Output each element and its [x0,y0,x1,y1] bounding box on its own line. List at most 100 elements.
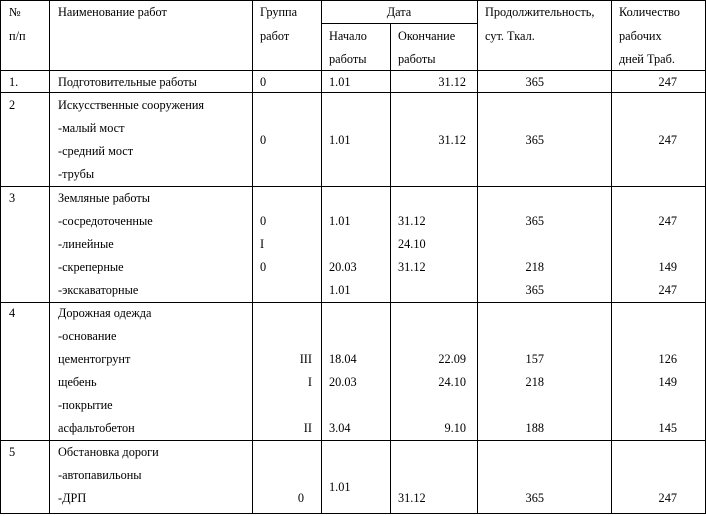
row-1-end: 31.12 [438,75,466,89]
row-divider [0,92,706,93]
row-divider [0,440,706,441]
header-start-line2: работы [329,52,367,66]
row-3-workdays: 247 [658,214,677,228]
row-4-workdays: 149 [658,375,677,389]
row-2-sub-item: -средний мост [58,144,134,158]
row-3-duration: 365 [525,283,544,297]
header-workdays-line3: дней Траб. [619,52,675,66]
row-4-num: 4 [9,306,16,320]
row-4-sub-item: асфальтобетон [58,421,135,435]
header-bottom-line [0,70,706,71]
row-5-name: Обстановка дороги [58,445,159,459]
row-2-start: 1.01 [329,133,351,147]
row-4-duration: 157 [525,352,544,366]
row-4-start: 18.04 [329,352,357,366]
row-3-sub-item: -скреперные [58,260,124,274]
row-3-duration: 365 [525,214,544,228]
row-5-end: 31.12 [398,491,426,505]
row-2-name: Искусственные сооружения [58,98,205,112]
row-1-duration: 365 [525,75,544,89]
header-workdays-line1: Количество [619,5,680,19]
row-3-start: 1.01 [329,283,351,297]
header-group-line1: Группа [260,5,298,19]
row-2-workdays: 247 [658,133,677,147]
row-5-start: 1.01 [329,480,351,494]
row-3-num: 3 [9,191,16,205]
row-4-end: 22.09 [438,352,466,366]
row-5-workdays: 247 [658,491,677,505]
row-4-group: I [307,375,312,389]
row-3-sub-item: -линейные [58,237,114,251]
row-4-workdays: 145 [658,421,677,435]
row-4-end: 24.10 [438,375,466,389]
row-3-workdays: 247 [658,283,677,297]
header-name: Наименование работ [58,5,167,19]
row-3-end: 31.12 [398,260,426,274]
row-5-duration: 365 [525,491,544,505]
row-3-duration: 218 [525,260,544,274]
row-3-start: 20.03 [329,260,357,274]
row-4-sub-item: -основание [58,329,117,343]
header-duration-line2: сут. Ткал. [485,29,535,43]
column-divider [321,0,322,514]
row-2-duration: 365 [525,133,544,147]
header-start-line1: Начало [329,29,367,43]
row-3-end: 31.12 [398,214,426,228]
row-2-group: 0 [260,133,267,147]
row-divider [0,302,706,303]
header-num-line2: п/п [9,29,26,43]
row-4-end: 9.10 [444,421,466,435]
row-4-group: III [299,352,312,366]
row-5-num: 5 [9,445,16,459]
row-4-duration: 188 [525,421,544,435]
column-divider [390,23,391,514]
column-divider [49,0,50,514]
row-1-workdays: 247 [658,75,677,89]
row-3-name: Земляные работы [58,191,151,205]
row-3-end: 24.10 [398,237,426,251]
row-3-sub-item: -сосредоточенные [58,214,153,228]
header-end-line1: Окончание [398,29,456,43]
row-2-sub-item: -малый мост [58,121,125,135]
header-workdays-line2: рабочих [619,29,662,43]
row-2-end: 31.12 [438,133,466,147]
header-duration-line1: Продолжительность, [485,5,595,19]
row-3-sub-item: -экскаваторные [58,283,139,297]
row-4-start: 3.04 [329,421,351,435]
row-1-start: 1.01 [329,75,351,89]
table-border-top [0,0,706,1]
row-4-group: II [303,421,312,435]
row-4-sub-item: -покрытие [58,398,113,412]
date-header-divider [321,23,477,24]
row-2-num: 2 [9,98,16,112]
row-5-sub-item: -ДРП [58,491,87,505]
header-end-line2: работы [398,52,436,66]
row-2-sub-item: -трубы [58,167,95,181]
row-4-sub-item: щебень [58,375,97,389]
row-4-name: Дорожная одежда [58,306,152,320]
row-1-name: Подготовительные работы [58,75,197,89]
column-divider [252,0,253,514]
row-divider [0,186,706,187]
column-divider [611,0,612,514]
header-num-line1: № [9,5,21,19]
header-group-line2: работ [260,29,290,43]
row-3-workdays: 149 [658,260,677,274]
row-3-group: 0 [260,260,267,274]
column-divider [477,0,478,514]
column-divider [0,0,1,514]
row-1-num: 1. [9,75,19,89]
header-date: Дата [386,5,412,19]
row-5-group: 0 [297,491,304,505]
row-5-sub-item: -автопавильоны [58,468,142,482]
row-3-start: 1.01 [329,214,351,228]
row-3-group: I [260,237,265,251]
row-3-group: 0 [260,214,267,228]
row-4-duration: 218 [525,375,544,389]
table-border-bottom [0,513,706,514]
row-4-sub-item: цементогрунт [58,352,131,366]
row-4-workdays: 126 [658,352,677,366]
row-4-start: 20.03 [329,375,357,389]
row-1-group: 0 [260,75,267,89]
